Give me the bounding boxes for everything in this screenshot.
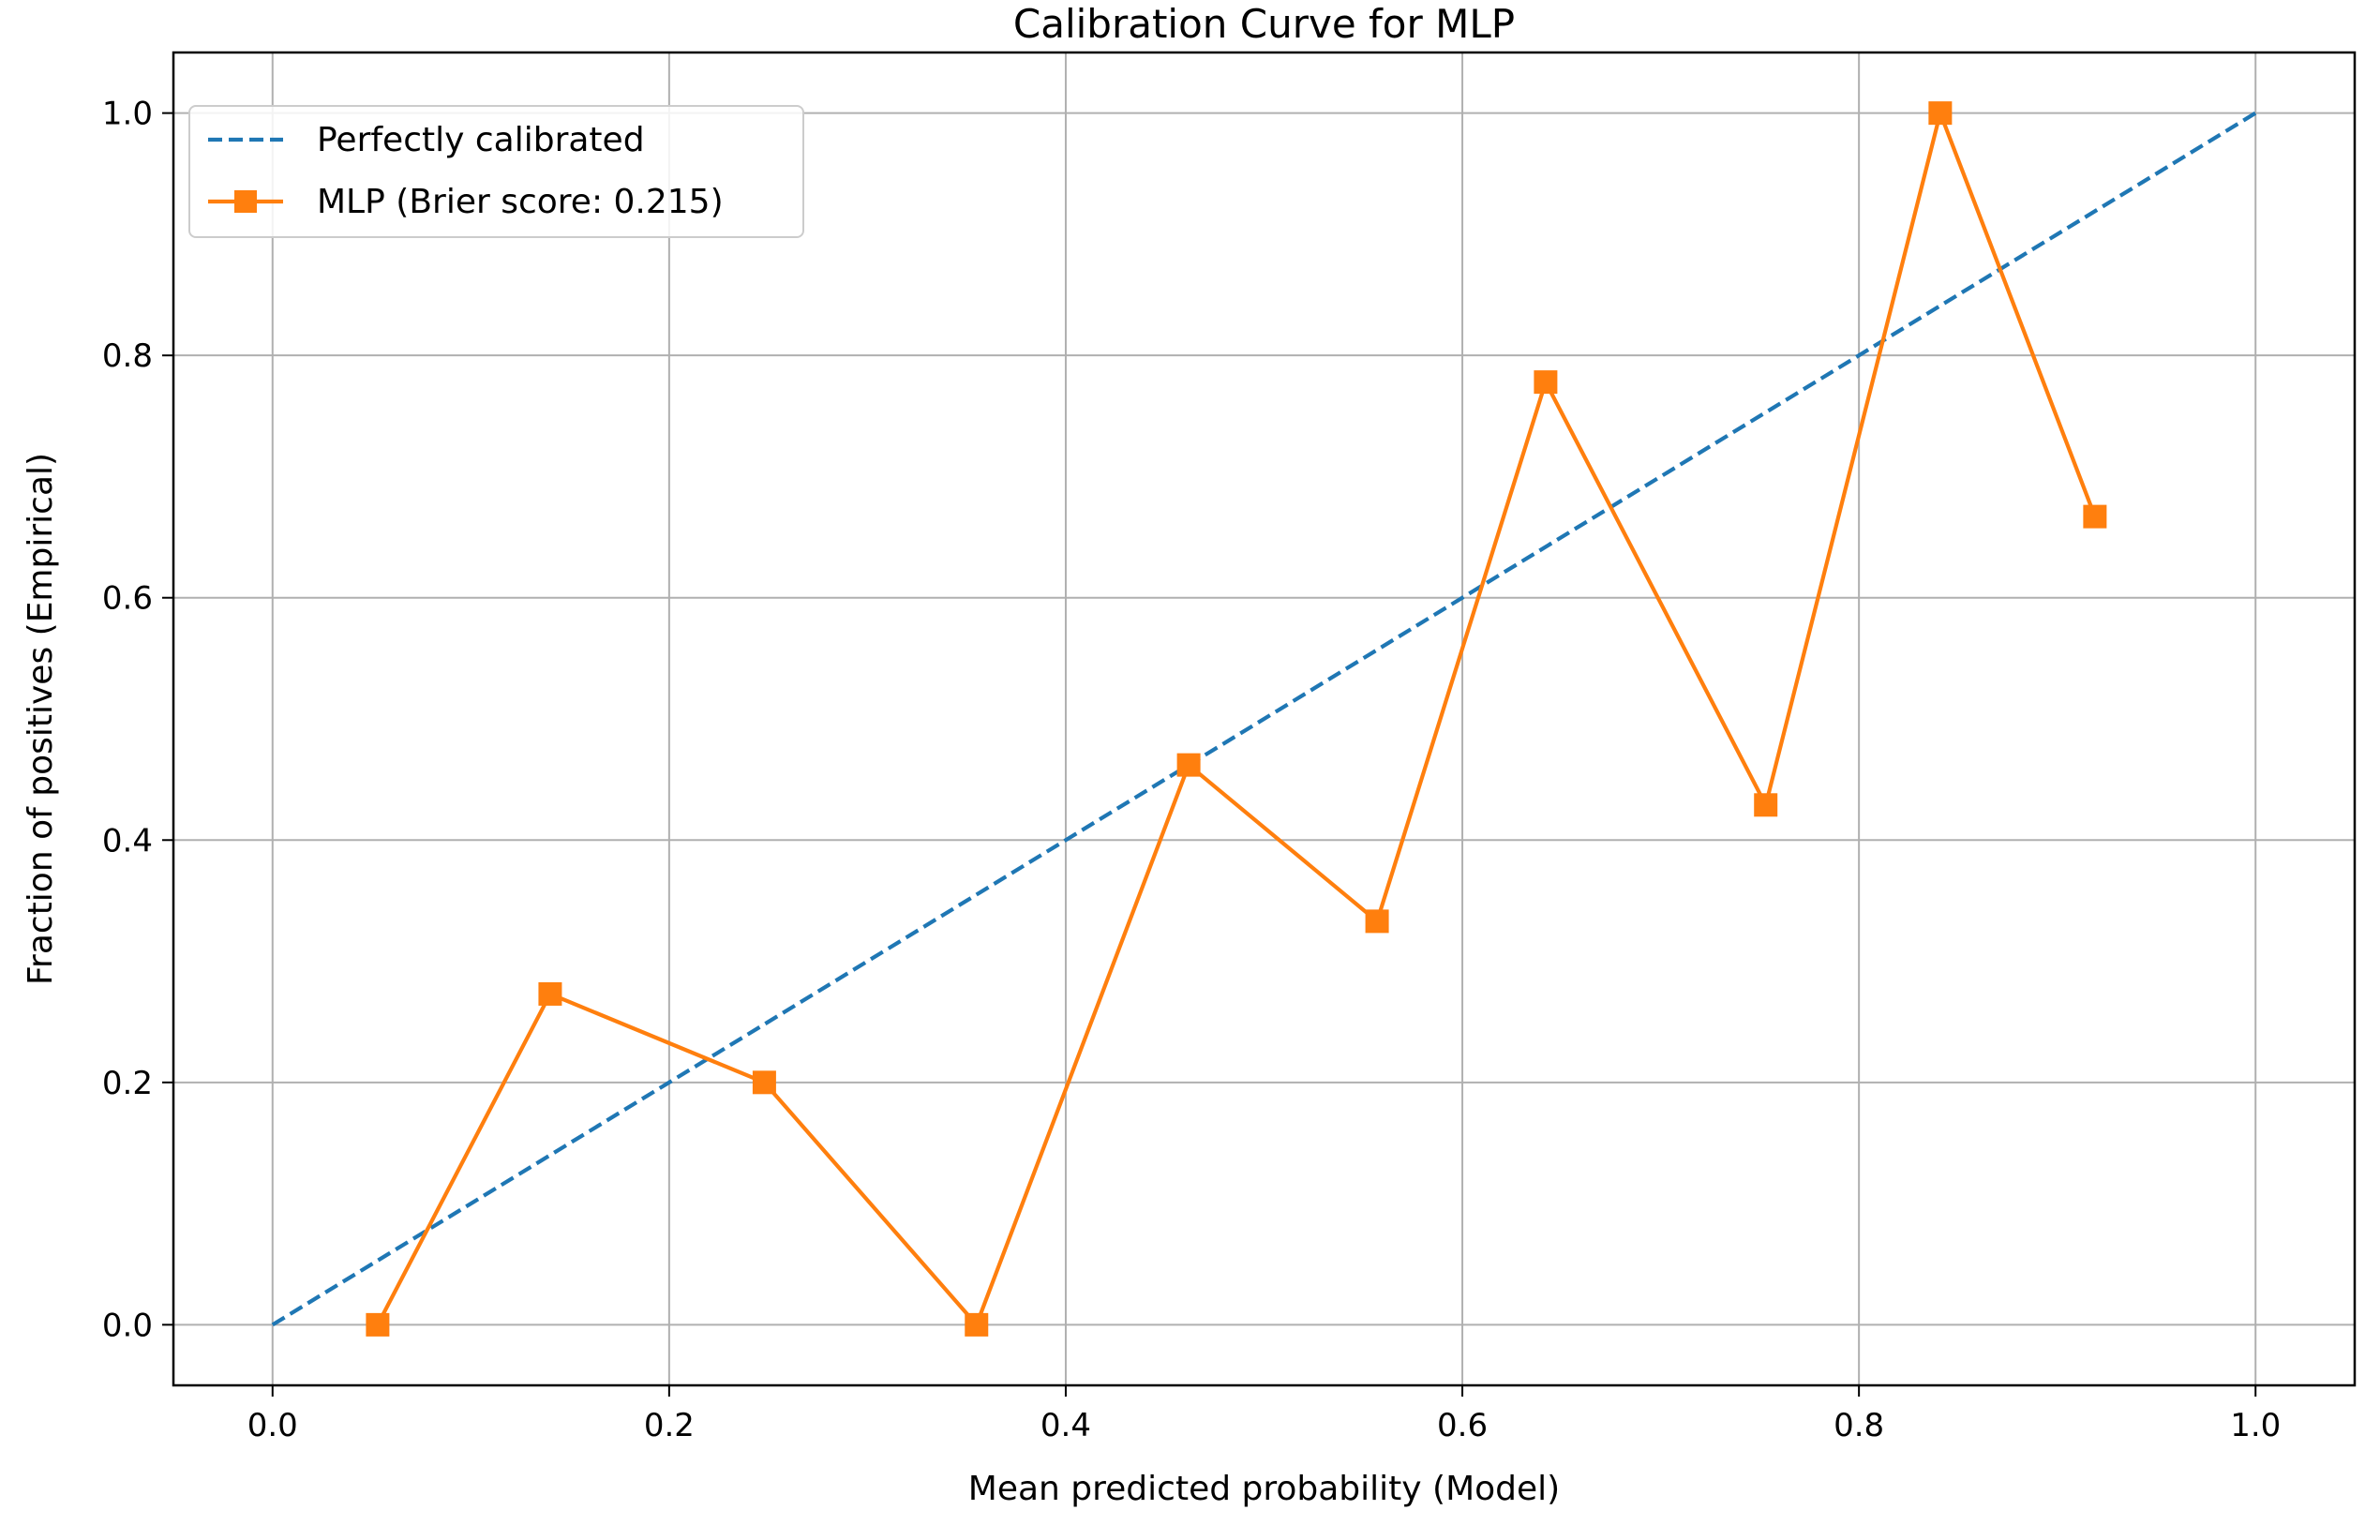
mlp-data-point (1534, 370, 1558, 395)
y-tick-label: 0.2 (102, 1065, 153, 1102)
x-tick-label: 0.8 (1834, 1407, 1884, 1444)
plot-frame (172, 51, 2357, 1387)
y-tick-label: 0.0 (102, 1307, 153, 1344)
mlp-data-point (1928, 101, 1953, 126)
legend-label: Perfectly calibrated (317, 121, 645, 159)
x-tick-label: 0.6 (1437, 1407, 1488, 1444)
y-tick-label: 0.6 (102, 580, 153, 618)
ticks: 0.0 0.2 0.4 0.6 0.8 1.0 0.0 0.2 0.4 0.6 0.8 1.0 (102, 96, 2281, 1444)
mlp-data-point (2083, 504, 2107, 529)
x-tick-label: 1.0 (2230, 1407, 2281, 1444)
x-tick-label: 0.0 (247, 1407, 298, 1444)
mlp-data-point (366, 1312, 390, 1337)
mlp-data-point (1176, 753, 1201, 777)
series-layer (271, 101, 2257, 1337)
x-tick-label: 0.4 (1040, 1407, 1091, 1444)
y-tick-label: 0.4 (102, 822, 153, 860)
mlp-data-point (538, 981, 562, 1006)
y-tick-label: 0.8 (102, 337, 153, 375)
legend-label: MLP (Brier score: 0.215) (317, 183, 724, 221)
mlp-calibration-line (376, 106, 2097, 1329)
y-tick-label: 1.0 (102, 96, 153, 133)
y-axis-title: Fraction of positives (Empirical) (22, 453, 60, 985)
legend: Perfectly calibrated MLP (Brier score: 0.… (188, 105, 804, 238)
mlp-data-point (1754, 793, 1778, 817)
legend-square-marker (234, 190, 257, 213)
legend-box (188, 105, 804, 238)
x-tick-label: 0.2 (644, 1407, 695, 1444)
x-axis-title: Mean predicted probability (Model) (968, 1470, 1560, 1508)
grid (173, 52, 2355, 1385)
chart-title: Calibration Curve for MLP (1013, 1, 1515, 47)
perfect-calibration-line (271, 111, 2257, 1327)
mlp-data-point (1365, 909, 1389, 934)
mlp-data-point (752, 1070, 776, 1095)
mlp-data-point (965, 1312, 989, 1337)
